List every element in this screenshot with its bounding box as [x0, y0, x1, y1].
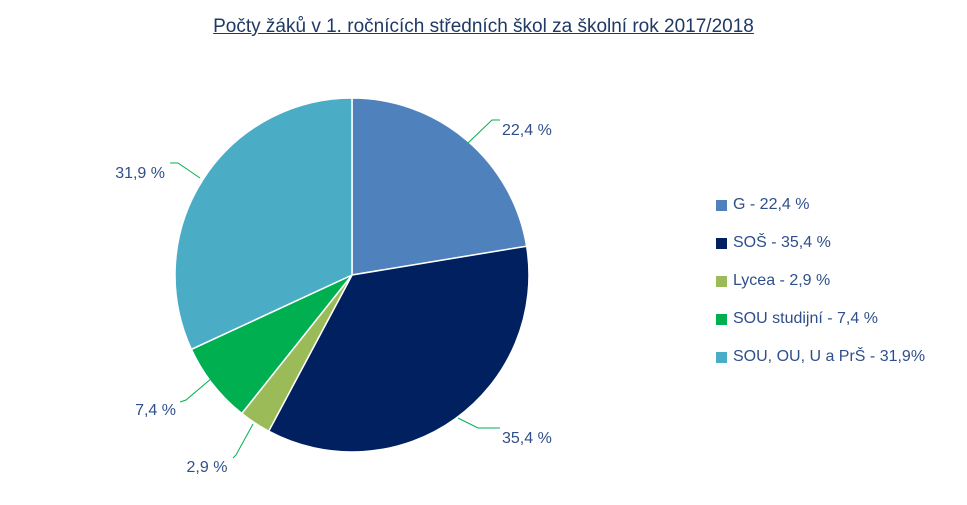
- legend: G - 22,4 % SOŠ - 35,4 % Lycea - 2,9 % SOU s…: [716, 186, 925, 376]
- leader-line-5: [170, 162, 201, 179]
- data-label-1: 22,4 %: [502, 122, 552, 139]
- leader-line-4: [179, 377, 213, 403]
- data-label-2: 35,4 %: [502, 430, 552, 447]
- legend-swatch: [716, 313, 727, 325]
- data-label-4: 7,4 %: [135, 402, 176, 419]
- leader-line-1: [467, 119, 500, 144]
- legend-swatch: [716, 237, 727, 249]
- leader-line-2: [457, 417, 500, 429]
- leader-lines: [170, 119, 500, 459]
- pie-slice-5: [174, 97, 353, 351]
- legend-item-2: SOŠ - 35,4 %: [716, 224, 925, 262]
- legend-item-4: SOU studijní - 7,4 %: [716, 300, 925, 338]
- legend-item-5: SOU, OU, U a PrŠ - 31,9%: [716, 338, 925, 376]
- legend-label: Lycea - 2,9 %: [733, 272, 831, 289]
- legend-label: SOU, OU, U a PrŠ - 31,9%: [733, 348, 926, 365]
- pie-slice-2: [267, 245, 530, 453]
- legend-swatch: [716, 275, 727, 287]
- pie-slice-1: [351, 97, 528, 276]
- data-labels: 22,4 % 35,4 % 2,9 % 7,4 % 31,9 %: [115, 122, 552, 476]
- legend-item-1: G - 22,4 %: [716, 186, 925, 224]
- legend-label: SOŠ - 35,4 %: [733, 234, 831, 251]
- legend-swatch: [716, 351, 727, 363]
- legend-item-3: Lycea - 2,9 %: [716, 262, 925, 300]
- leader-line-3: [232, 423, 254, 459]
- legend-swatch: [716, 199, 727, 211]
- legend-label: SOU studijní - 7,4 %: [733, 310, 878, 327]
- pie-slices: [174, 97, 530, 453]
- data-label-5: 31,9 %: [115, 165, 165, 182]
- legend-label: G - 22,4 %: [733, 196, 810, 213]
- data-label-3: 2,9 %: [187, 459, 228, 476]
- chart-title: Počty žáků v 1. ročnících středních škol…: [213, 16, 754, 37]
